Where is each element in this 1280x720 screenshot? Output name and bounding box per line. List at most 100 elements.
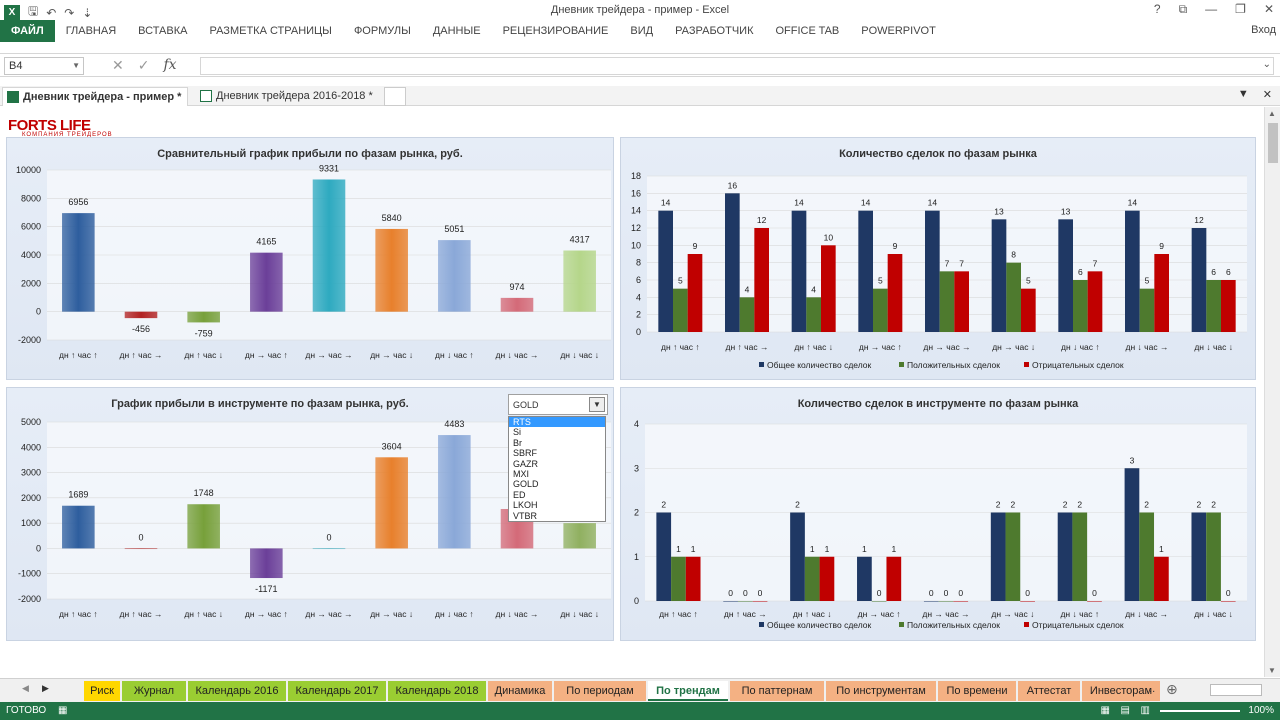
bar <box>1006 262 1021 332</box>
close-button[interactable]: ✕ <box>1263 2 1274 16</box>
chevron-down-icon[interactable]: ▼ <box>589 397 605 412</box>
tab-formulas[interactable]: ФОРМУЛЫ <box>353 25 411 37</box>
y-tick-label: 3 <box>634 463 639 473</box>
sheet-tab[interactable]: Журнал <box>122 681 186 701</box>
scroll-up-icon[interactable]: ▲ <box>1268 109 1276 118</box>
redo-icon[interactable]: ↷ <box>64 5 75 20</box>
instrument-option[interactable]: RTS <box>509 417 605 428</box>
instrument-option[interactable]: ED <box>513 489 526 500</box>
data-label: 12 <box>1194 215 1204 225</box>
save-icon[interactable]: 🖫 <box>28 4 39 18</box>
zoom-level[interactable]: 100% <box>1248 705 1274 716</box>
chevron-down-icon[interactable]: ▼ <box>72 61 80 70</box>
sheet-tab[interactable]: Инвесторам <box>1082 681 1160 701</box>
sheet-tab[interactable]: Аттестат <box>1018 681 1080 701</box>
chart-instrument-deals[interactable]: Количество сделок в инструменте по фазам… <box>620 387 1256 641</box>
sheet-tab[interactable]: По паттернам <box>730 681 824 701</box>
instrument-option[interactable]: GAZR <box>513 458 539 469</box>
data-label: 13 <box>994 206 1004 216</box>
close-icon[interactable]: ✕ <box>1262 89 1272 101</box>
formula-input[interactable]: ⌄ <box>200 57 1274 75</box>
sheet-tab[interactable]: Динамика <box>488 681 552 701</box>
sheet-tab[interactable]: По инструментам <box>826 681 936 701</box>
help-button[interactable]: ? <box>1153 2 1161 16</box>
tab-page-layout[interactable]: РАЗМЕТКА СТРАНИЦЫ <box>209 25 332 37</box>
x-tick-label: дн ↓ час ↓ <box>1194 609 1233 619</box>
instrument-options-list[interactable]: RTS Si Br SBRF GAZR MXI GOLD ED LKOH VTBR <box>508 416 606 522</box>
vertical-scrollbar[interactable]: ▲ ▼ <box>1264 107 1280 677</box>
enter-icon[interactable]: ✓ <box>137 57 150 73</box>
data-label: 5 <box>678 276 683 286</box>
view-page-break-icon[interactable]: ▥ <box>1140 705 1150 716</box>
cancel-icon[interactable]: ✕ <box>112 57 124 73</box>
view-page-layout-icon[interactable]: ▤ <box>1120 705 1130 716</box>
sheet-tab[interactable]: По периодам <box>554 681 646 701</box>
bar <box>725 193 740 332</box>
view-normal-icon[interactable]: ▦ <box>1100 705 1110 716</box>
sheet-tab[interactable]: Календарь 2018 <box>388 681 486 701</box>
worksheet-area[interactable]: FORTS LIFE КОМПАНИЯ ТРЕЙДЕРОВ Сравнитель… <box>0 107 1264 677</box>
expand-formula-icon[interactable]: ⌄ <box>1262 59 1271 70</box>
chart-profit-by-phase[interactable]: Сравнительный график прибыли по фазам ры… <box>6 137 614 380</box>
insert-function-icon[interactable]: fx <box>163 57 177 73</box>
y-tick-label: 3000 <box>21 468 41 478</box>
tab-data[interactable]: ДАННЫЕ <box>432 25 481 37</box>
sheet-tab[interactable]: Календарь 2016 <box>188 681 286 701</box>
horizontal-scrollbar[interactable] <box>1210 684 1262 696</box>
data-label: 1689 <box>68 490 88 500</box>
sheet-tab[interactable]: По времени <box>938 681 1016 701</box>
tab-insert[interactable]: ВСТАВКА <box>138 25 188 37</box>
new-workbook-tab[interactable] <box>384 87 406 106</box>
bar <box>1087 601 1102 602</box>
tab-review[interactable]: РЕЦЕНЗИРОВАНИЕ <box>502 25 609 37</box>
zoom-slider[interactable] <box>1160 710 1240 712</box>
more-sheets[interactable]: ... <box>1146 683 1156 695</box>
instrument-option[interactable]: Br <box>513 437 522 448</box>
instrument-option[interactable]: GOLD <box>513 479 539 490</box>
instrument-option[interactable]: VTBR <box>513 510 538 521</box>
data-label: 1 <box>676 544 681 554</box>
scroll-down-icon[interactable]: ▼ <box>1268 666 1276 675</box>
instrument-select[interactable]: GOLD ▼ <box>508 394 608 415</box>
undo-icon[interactable]: ↶ <box>46 5 57 20</box>
ribbon-display-button[interactable]: ⧉ <box>1178 2 1188 16</box>
bar <box>739 297 755 332</box>
tab-home[interactable]: ГЛАВНАЯ <box>65 25 117 37</box>
bar <box>806 297 821 332</box>
data-label: 1 <box>825 544 830 554</box>
workbook-tab-example[interactable]: Дневник трейдера - пример * ✕ <box>2 87 188 122</box>
chart-deals-by-phase[interactable]: Количество сделок по фазам рынка 18 16 14 1… <box>620 137 1256 380</box>
tab-file[interactable]: ФАЙЛ <box>0 20 55 42</box>
macro-recording-icon[interactable]: ▦ <box>58 705 68 716</box>
next-sheet-icon[interactable]: ▶ <box>42 683 49 693</box>
add-sheet-icon[interactable]: ⊕ <box>1166 681 1178 697</box>
restore-button[interactable]: ❐ <box>1235 2 1246 16</box>
sheet-tab[interactable]: Календарь 2017 <box>288 681 386 701</box>
data-label: 1 <box>810 544 815 554</box>
sheet-tab[interactable]: Риск <box>84 681 120 701</box>
bar <box>1058 219 1073 332</box>
workbook-tab-2016-2018[interactable]: Дневник трейдера 2016-2018 * <box>196 87 382 106</box>
instrument-dropdown[interactable]: GOLD ▼ RTS Si Br SBRF GAZR MXI GOLD ED LKOH VTBR <box>508 394 608 522</box>
instrument-option[interactable]: LKOH <box>513 500 538 511</box>
legend-label: Положительных сделок <box>907 360 1000 370</box>
tab-office-tab[interactable]: OFFICE TAB <box>775 25 840 37</box>
scrollbar-thumb[interactable] <box>1268 123 1278 163</box>
prev-sheet-icon[interactable]: ◀ <box>22 683 29 693</box>
minimize-button[interactable]: — <box>1205 2 1218 16</box>
chart-instrument-profit[interactable]: График прибыли в инструменте по фазам ры… <box>6 387 614 641</box>
tab-developer[interactable]: РАЗРАБОТЧИК <box>675 25 754 37</box>
tab-view[interactable]: ВИД <box>630 25 654 37</box>
instrument-option[interactable]: Si <box>513 427 522 438</box>
sign-in-link[interactable]: Вход <box>1251 24 1276 36</box>
sheet-tab[interactable]: По трендам <box>648 681 728 701</box>
chart-plot: 4 3 2 1 0 дн ↑ час ↑ дн ↑ час → дн ↑ час ↓ дн → … <box>634 419 1247 630</box>
tab-list-icon[interactable]: ▼ <box>1237 88 1249 100</box>
name-box[interactable]: B4 ▼ <box>4 57 84 75</box>
instrument-option[interactable]: MXI <box>513 468 530 479</box>
bar <box>685 556 701 601</box>
customize-qat-icon[interactable]: ⇣ <box>82 5 93 20</box>
instrument-option[interactable]: SBRF <box>513 448 538 459</box>
data-label: 14 <box>861 198 871 208</box>
tab-powerpivot[interactable]: POWERPIVOT <box>861 25 936 37</box>
